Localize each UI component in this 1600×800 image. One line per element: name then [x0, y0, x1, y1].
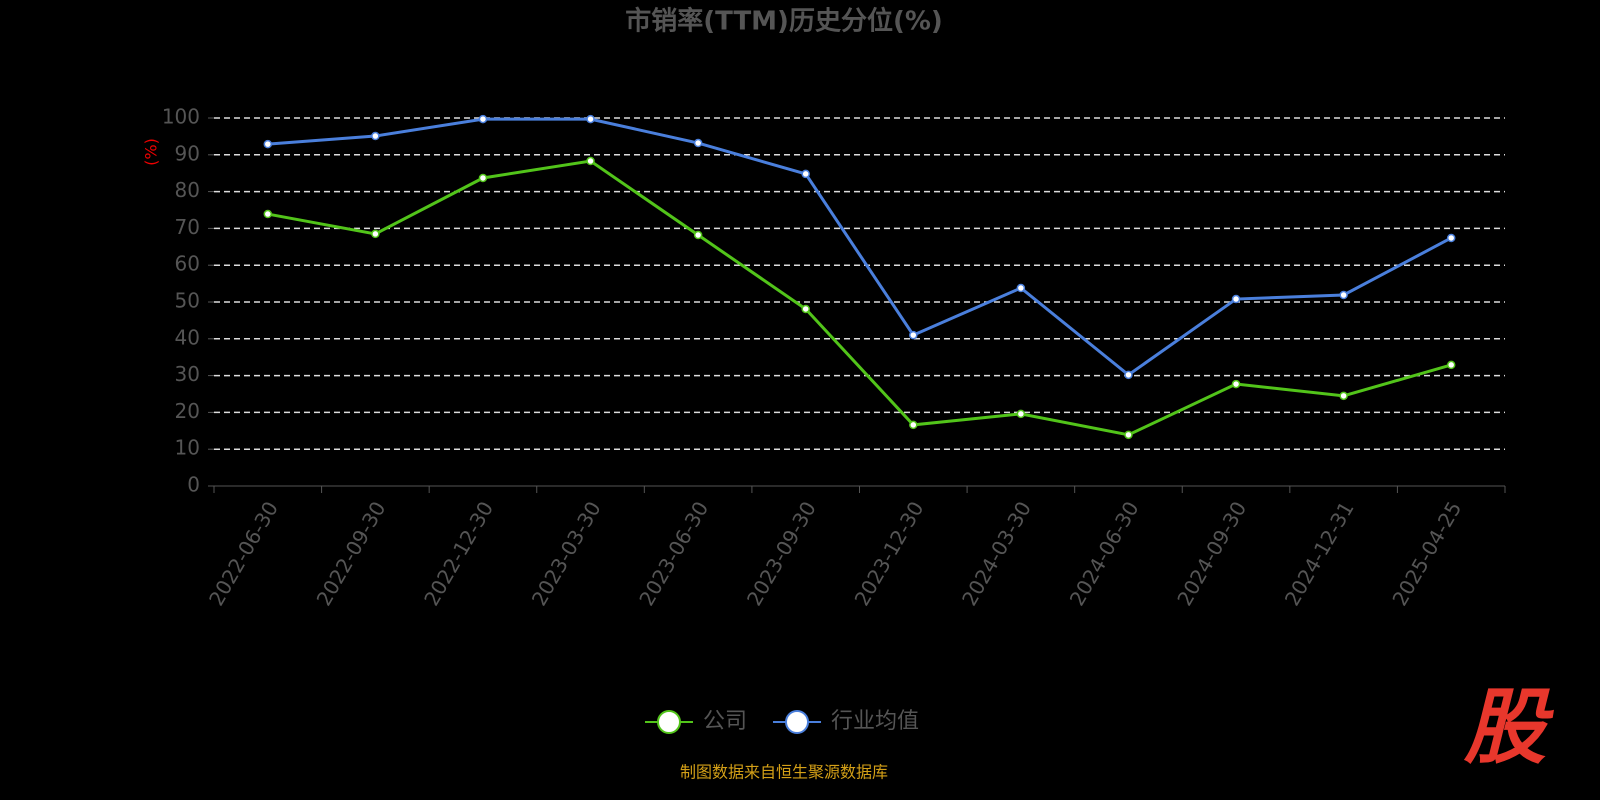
data-point [1231, 294, 1241, 304]
y-tick-label: 40 [175, 325, 200, 349]
y-tick-label: 10 [175, 436, 200, 460]
chart: 市销率(TTM)历史分位(%) (%) 制图数据来自恒生聚源数据库 股 0 10 2… [141, 5, 1554, 782]
data-point [478, 114, 488, 124]
legend-label[interactable]: 公司 [703, 709, 747, 734]
legend-label[interactable]: 行业均值 [831, 709, 919, 734]
chart-title: 市销率(TTM)历史分位(%) [625, 6, 943, 37]
legend-marker[interactable] [785, 710, 810, 734]
data-point [478, 173, 488, 183]
data-point [1339, 391, 1348, 401]
data-point [586, 156, 595, 166]
legend-marker[interactable] [657, 710, 681, 734]
y-tick-label: 0 [187, 473, 200, 497]
y-tick-label: 20 [175, 399, 200, 423]
logo: 股 [1463, 680, 1554, 775]
data-point [586, 114, 595, 124]
data-point [1446, 360, 1456, 370]
data-point [1016, 283, 1026, 293]
y-tick-label: 60 [175, 252, 200, 276]
data-point [1231, 379, 1241, 389]
data-point [801, 304, 810, 314]
source-note: 制图数据来自恒生聚源数据库 [680, 763, 888, 782]
data-point [371, 131, 380, 141]
y-tick-label: 50 [175, 289, 200, 313]
data-point [1339, 290, 1348, 300]
data-point [263, 139, 273, 149]
data-point [693, 138, 703, 148]
data-point [1124, 430, 1133, 440]
data-point [371, 229, 380, 239]
data-point [1446, 233, 1456, 243]
data-point [263, 209, 273, 219]
y-tick-label: 70 [175, 215, 200, 239]
series-line [267, 117, 1452, 377]
data-point [909, 330, 918, 340]
data-point [1124, 370, 1133, 380]
data-point [693, 230, 703, 240]
y-tick-label: 100 [162, 105, 200, 129]
y-tick-label: 30 [175, 362, 200, 386]
data-point [909, 420, 918, 430]
y-tick-label: 80 [175, 178, 200, 202]
data-point [1016, 409, 1026, 419]
y-tick-label: 90 [175, 141, 200, 165]
data-point [801, 169, 810, 179]
y-axis-label: (%) [142, 138, 161, 166]
series-line [267, 159, 1452, 437]
